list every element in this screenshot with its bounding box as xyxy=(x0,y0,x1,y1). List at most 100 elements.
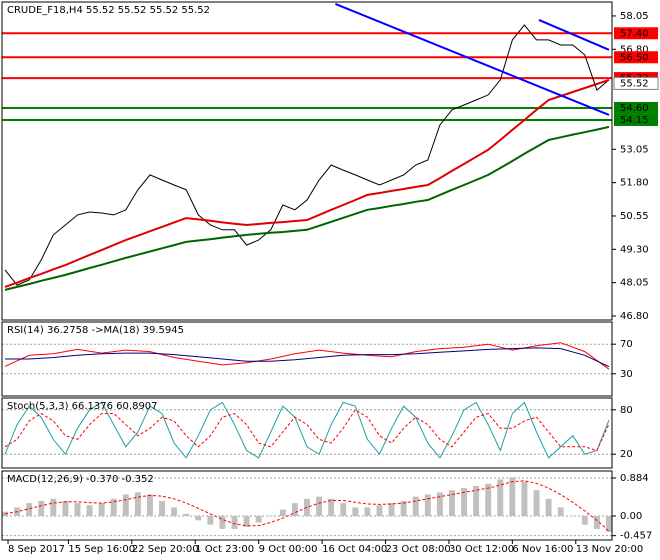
bar xyxy=(291,503,298,517)
series-line xyxy=(4,125,610,291)
panel xyxy=(2,477,612,537)
bar xyxy=(255,516,262,523)
y-tick-label: 70 xyxy=(620,339,633,350)
panel-frame xyxy=(1,1,613,321)
panel xyxy=(2,2,612,291)
panel-frame xyxy=(1,397,613,469)
bar xyxy=(424,494,431,517)
bar xyxy=(352,507,359,517)
panel-title: MACD(12,26,9) -0.370 -0.352 xyxy=(7,474,154,485)
bar xyxy=(436,492,443,517)
x-tick-label: 16 Oct 04:00 xyxy=(322,544,387,555)
y-tick-label: 0.00 xyxy=(620,511,642,522)
bar xyxy=(569,516,576,517)
y-tick-label: 48.05 xyxy=(620,278,649,289)
panel-title: CRUDE_F18,H4 55.52 55.52 55.52 55.52 xyxy=(7,5,210,16)
y-tick-label: 0.884 xyxy=(620,473,649,484)
y-tick-label: 30 xyxy=(620,369,633,380)
bar xyxy=(509,477,516,517)
bar xyxy=(183,513,190,517)
last-price-label: 55.52 xyxy=(620,78,649,89)
series-line xyxy=(4,24,610,286)
level-label: 54.60 xyxy=(620,103,649,114)
bar xyxy=(376,505,383,517)
bar xyxy=(207,516,214,525)
panel-frame xyxy=(1,321,613,397)
bar xyxy=(533,490,540,517)
bar xyxy=(545,498,552,517)
bar xyxy=(159,500,166,517)
bar xyxy=(497,479,504,517)
y-tick-label: 80 xyxy=(620,405,633,416)
y-tick-label: 53.05 xyxy=(620,144,649,155)
level-label-box xyxy=(614,27,658,40)
bar xyxy=(388,503,395,517)
x-tick-label: 23 Oct 08:00 xyxy=(386,544,451,555)
trend-line xyxy=(335,2,610,116)
bar xyxy=(231,516,238,529)
bar xyxy=(243,516,250,527)
bar xyxy=(400,500,407,517)
y-tick-label: 58.05 xyxy=(620,11,649,22)
series-line xyxy=(4,409,610,452)
y-tick-label: 51.80 xyxy=(620,178,649,189)
trend-line xyxy=(538,18,610,51)
x-tick-label: 13 Nov 20:00 xyxy=(576,544,643,555)
bar xyxy=(521,481,528,517)
y-tick-label: -0.457 xyxy=(620,531,652,542)
bar xyxy=(340,503,347,517)
x-tick-label: 6 Nov 16:00 xyxy=(512,544,573,555)
bar xyxy=(473,485,480,517)
bar xyxy=(219,516,226,529)
y-tick-label: 20 xyxy=(620,449,633,460)
level-label: 57.40 xyxy=(620,28,649,39)
bar xyxy=(364,507,371,517)
y-tick-label: 46.80 xyxy=(620,311,649,322)
bar xyxy=(122,494,129,517)
bar xyxy=(316,496,323,517)
bar xyxy=(26,503,33,517)
bar xyxy=(134,492,141,517)
bar xyxy=(557,507,564,517)
bar xyxy=(50,498,57,517)
bar xyxy=(98,503,105,517)
bar xyxy=(267,516,274,517)
bar xyxy=(412,496,419,517)
x-tick-label: 22 Sep 20:00 xyxy=(132,544,199,555)
panel-title: Stoch(5,3,3) 66.1376 60.8907 xyxy=(7,401,158,412)
bar xyxy=(74,503,81,517)
x-tick-label: 1 Oct 23:00 xyxy=(195,544,254,555)
y-tick-label: 49.30 xyxy=(620,244,649,255)
bar xyxy=(461,488,468,517)
series-line xyxy=(5,347,610,368)
bar xyxy=(581,516,588,525)
x-tick-label: 15 Sep 16:00 xyxy=(68,544,135,555)
level-label: 56.50 xyxy=(620,52,649,63)
level-label-box xyxy=(614,113,658,126)
bar xyxy=(485,483,492,517)
panel-title: RSI(14) 36.2758 ->MA(18) 39.5945 xyxy=(7,325,184,336)
y-tick-label: 56.80 xyxy=(620,44,649,55)
bar xyxy=(86,505,93,517)
level-label: 54.15 xyxy=(620,115,649,126)
bar xyxy=(606,516,612,532)
bar xyxy=(62,500,69,517)
bar xyxy=(146,494,153,517)
panel xyxy=(2,401,612,459)
last-price-box xyxy=(613,76,659,90)
x-tick-label: 9 Oct 00:00 xyxy=(259,544,318,555)
x-tick-label: 30 Oct 12:00 xyxy=(449,544,514,555)
series-line xyxy=(4,78,610,288)
level-label-box xyxy=(614,101,658,114)
panel-frame xyxy=(1,470,613,541)
bar xyxy=(171,507,178,517)
bar xyxy=(448,490,455,517)
panel xyxy=(2,342,612,375)
series-line xyxy=(4,401,610,459)
bar xyxy=(38,500,45,517)
bar xyxy=(593,516,600,529)
x-tick-label: 8 Sep 2017 xyxy=(8,544,65,555)
bar xyxy=(279,509,286,517)
